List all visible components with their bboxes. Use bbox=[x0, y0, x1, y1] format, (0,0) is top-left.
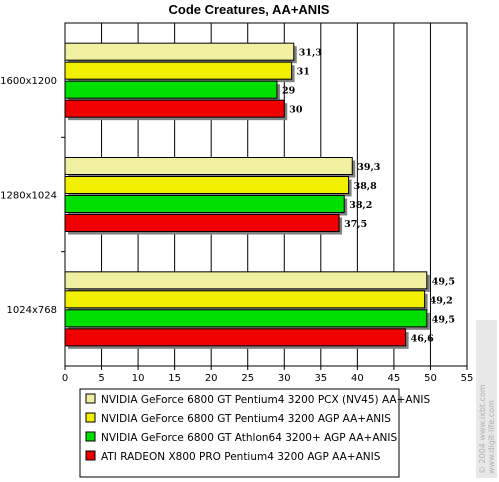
legend-swatch bbox=[85, 450, 96, 461]
bar bbox=[64, 290, 426, 309]
x-tick-label: 0 bbox=[62, 373, 68, 384]
plot-frame bbox=[64, 22, 468, 367]
data-label: 49,5 bbox=[432, 276, 455, 287]
x-tick-label: 20 bbox=[205, 373, 218, 384]
x-tick-label: 35 bbox=[314, 373, 327, 384]
legend-entry: NVIDIA GeForce 6800 GT Pentium4 3200 AGP… bbox=[101, 413, 391, 425]
data-label: 30 bbox=[289, 105, 303, 116]
data-label: 31,3 bbox=[299, 48, 322, 59]
legend-entry: NVIDIA GeForce 6800 GT Pentium4 3200 PCX… bbox=[101, 394, 431, 406]
bar bbox=[64, 80, 278, 99]
data-label: 38,2 bbox=[349, 200, 372, 211]
data-label: 38,8 bbox=[354, 181, 378, 192]
category-label: 1600x1200 bbox=[0, 76, 57, 87]
x-tick-label: 30 bbox=[278, 373, 291, 384]
bar bbox=[64, 176, 350, 194]
watermark-line-1: © 2004 www.ixbt.com bbox=[478, 384, 487, 474]
x-tick-label: 10 bbox=[132, 373, 145, 384]
bar bbox=[64, 61, 293, 80]
bar bbox=[64, 42, 295, 61]
category-label: 1024x768 bbox=[7, 305, 57, 316]
bar bbox=[64, 309, 428, 328]
chart-title: Code Creatures, AA+ANIS bbox=[169, 2, 330, 17]
legend-box bbox=[79, 388, 400, 478]
watermark: © 2004 www.ixbt.com www.digit-life.com bbox=[476, 320, 497, 478]
legend-entry: ATI RADEON X800 PRO Pentium4 3200 AGP AA… bbox=[101, 451, 381, 463]
x-tick-label: 5 bbox=[98, 373, 104, 384]
bar bbox=[64, 195, 345, 213]
data-label: 49,5 bbox=[432, 314, 455, 325]
legend-swatch bbox=[85, 431, 96, 442]
legend-swatch bbox=[85, 393, 96, 404]
bar bbox=[64, 214, 340, 232]
category-label: 1280x1024 bbox=[0, 191, 57, 202]
data-label: 31 bbox=[297, 67, 310, 78]
data-label: 39,3 bbox=[357, 162, 380, 173]
x-tick-label: 40 bbox=[351, 373, 364, 384]
watermark-background bbox=[476, 320, 497, 478]
bar bbox=[64, 157, 353, 175]
x-tick-label: 15 bbox=[168, 373, 181, 384]
data-label: 49,2 bbox=[430, 295, 453, 306]
x-tick-label: 50 bbox=[424, 373, 437, 384]
data-label: 37,5 bbox=[344, 219, 367, 230]
bar bbox=[64, 328, 407, 347]
x-tick-label: 55 bbox=[461, 373, 474, 384]
x-tick-label: 25 bbox=[241, 373, 254, 384]
legend: NVIDIA GeForce 6800 GT Pentium4 3200 PCX… bbox=[79, 388, 431, 478]
bar bbox=[64, 99, 285, 118]
legend-entry: NVIDIA GeForce 6800 GT Athlon64 3200+ AG… bbox=[101, 432, 397, 444]
data-label: 46,6 bbox=[411, 333, 435, 344]
x-tick-label: 45 bbox=[388, 373, 401, 384]
legend-swatch bbox=[85, 412, 96, 423]
data-label: 29 bbox=[282, 86, 296, 97]
watermark-line-2: www.digit-life.com bbox=[487, 400, 496, 474]
bar bbox=[64, 271, 428, 290]
